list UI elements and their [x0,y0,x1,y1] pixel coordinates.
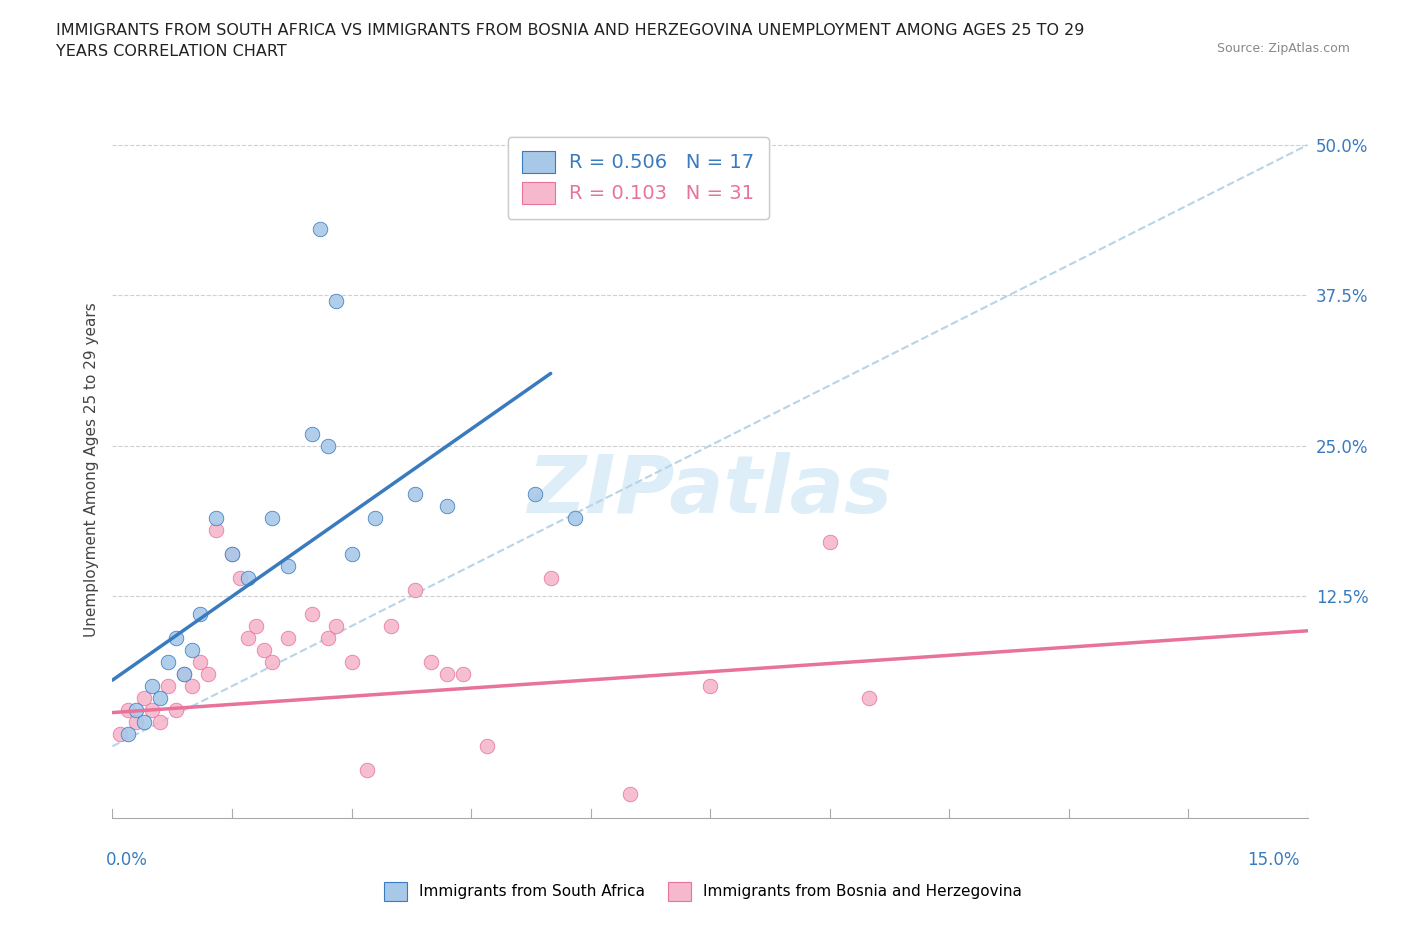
Point [277,631,299,645]
Point [364,511,387,525]
Point [173,667,195,682]
Point [149,691,172,706]
Legend: Immigrants from South Africa, Immigrants from Bosnia and Herzegovina: Immigrants from South Africa, Immigrants… [377,874,1029,909]
Point [325,294,347,309]
Point [236,631,259,645]
Point [236,570,259,585]
Point [253,643,276,658]
Point [157,655,180,670]
Point [308,221,330,236]
Point [117,726,139,741]
Point [301,606,323,621]
Point [420,655,443,670]
Point [858,691,880,706]
Point [221,547,243,562]
Point [818,535,841,550]
Point [134,691,156,706]
Point [125,715,148,730]
Point [260,511,283,525]
Point [173,667,195,682]
Legend: R = 0.506   N = 17, R = 0.103   N = 31: R = 0.506 N = 17, R = 0.103 N = 31 [508,137,769,219]
Point [380,618,402,633]
Point [197,667,219,682]
Point [301,426,323,441]
Text: IMMIGRANTS FROM SOUTH AFRICA VS IMMIGRANTS FROM BOSNIA AND HERZEGOVINA UNEMPLOYM: IMMIGRANTS FROM SOUTH AFRICA VS IMMIGRAN… [56,23,1084,60]
Point [117,703,139,718]
Point [277,558,299,573]
Point [205,523,228,538]
Point [340,547,363,562]
Point [188,655,211,670]
Point [181,643,204,658]
Point [245,618,267,633]
Point [475,738,498,753]
Text: 15.0%: 15.0% [1247,851,1299,869]
Point [619,787,641,802]
Point [229,570,252,585]
Point [436,667,458,682]
Point [134,715,156,730]
Text: Source: ZipAtlas.com: Source: ZipAtlas.com [1216,42,1350,55]
Point [141,703,163,718]
Point [316,438,339,453]
Point [356,763,378,777]
Text: 0.0%: 0.0% [105,851,148,869]
Point [436,498,458,513]
Point [340,655,363,670]
Point [205,511,228,525]
Point [451,667,474,682]
Point [110,726,132,741]
Point [325,618,347,633]
Point [404,486,426,501]
Point [188,606,211,621]
Point [165,703,187,718]
Point [699,679,721,694]
Text: ZIPatlas: ZIPatlas [527,452,893,529]
Point [260,655,283,670]
Point [181,679,204,694]
Point [157,679,180,694]
Point [149,715,172,730]
Point [523,486,546,501]
Point [564,511,586,525]
Y-axis label: Unemployment Among Ages 25 to 29 years: Unemployment Among Ages 25 to 29 years [83,302,98,637]
Point [404,582,426,597]
Point [125,703,148,718]
Point [540,570,562,585]
Point [165,631,187,645]
Point [316,631,339,645]
Point [221,547,243,562]
Point [141,679,163,694]
